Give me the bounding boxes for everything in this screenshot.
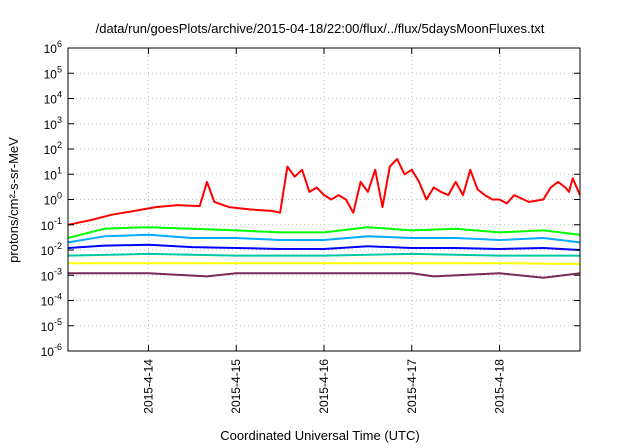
y-axis-label: protons/cm²-s-sr-MeV [6, 137, 21, 263]
y-tick-label: 101 [44, 165, 62, 182]
series-line [67, 233, 581, 244]
x-tick-label: 2015-4-14 [141, 359, 155, 414]
chart-title: /data/run/goesPlots/archive/2015-04-18/2… [95, 21, 545, 36]
y-tick-label: 10-5 [41, 317, 62, 334]
y-tick-label: 102 [44, 140, 62, 157]
y-axis-ticks: 10-6 10-5 10-4 10-3 10-2 10-1 100 101 102 103 104 1… [41, 39, 580, 359]
x-axis-label: Coordinated Universal Time (UTC) [220, 428, 420, 443]
y-tick-label: 10-6 [41, 342, 62, 359]
y-tick-label: 103 [44, 115, 62, 132]
x-tick-label: 2015-4-18 [493, 359, 507, 414]
y-tick-label: 10-1 [41, 216, 62, 233]
series-line [68, 262, 581, 265]
series-line [68, 272, 581, 279]
x-tick-label: 2015-4-15 [229, 359, 243, 414]
series-line [67, 158, 581, 226]
x-tick-label: 2015-4-16 [317, 359, 331, 414]
x-axis-ticks: 2015-4-14 2015-4-15 2015-4-16 2015-4-17 2015… [141, 48, 507, 414]
data-series [67, 158, 581, 279]
grid-lines [68, 48, 580, 351]
y-tick-label: 104 [44, 90, 62, 107]
y-tick-label: 100 [44, 191, 62, 208]
y-tick-label: 106 [44, 39, 62, 56]
y-tick-label: 10-2 [41, 241, 62, 258]
series-line [67, 252, 580, 257]
y-tick-label: 10-4 [41, 292, 62, 309]
series-line [67, 226, 581, 239]
x-tick-label: 2015-4-17 [405, 359, 419, 414]
y-tick-label: 10-3 [41, 266, 62, 283]
y-tick-label: 105 [44, 64, 62, 81]
series-line [67, 243, 581, 251]
